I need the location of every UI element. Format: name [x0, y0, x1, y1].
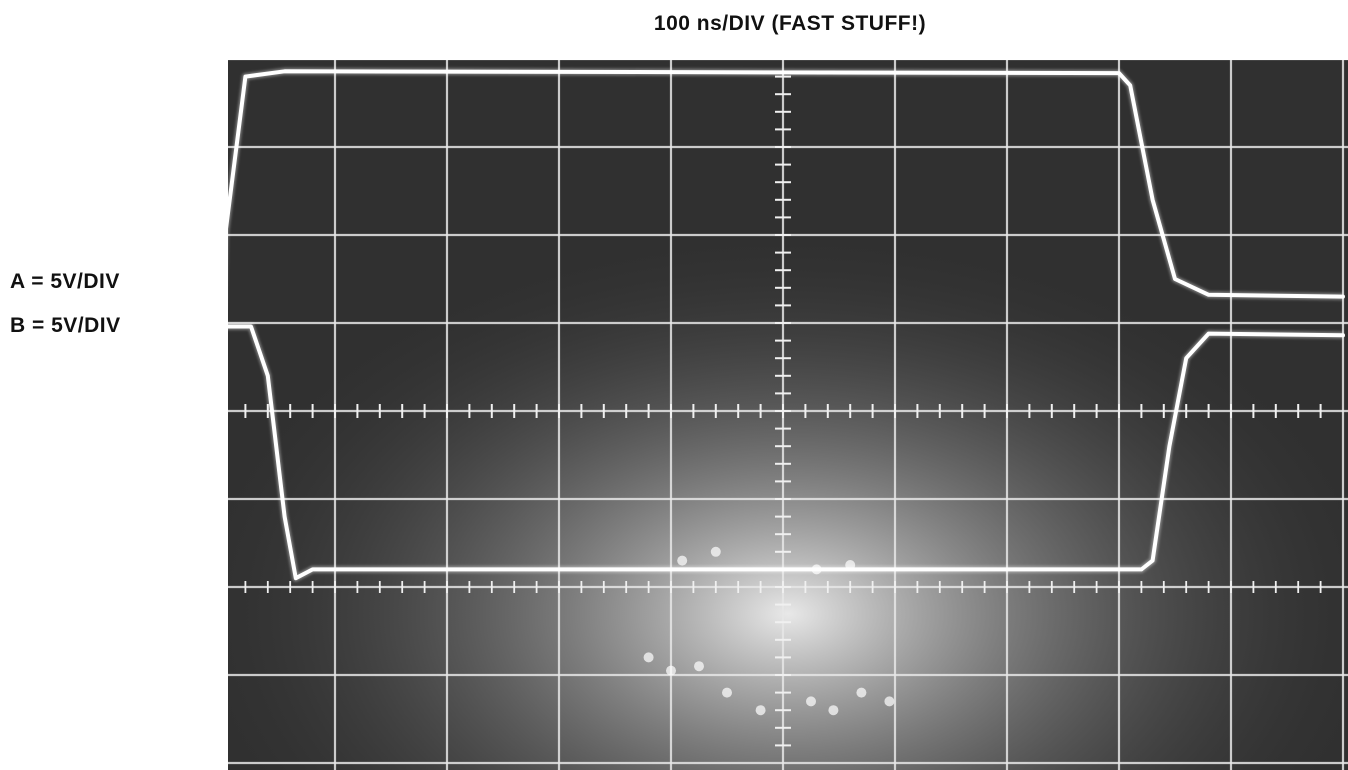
screen-marker-dot — [828, 705, 839, 716]
traces — [228, 67, 1345, 582]
oscilloscope-plot — [228, 60, 1348, 770]
screen-marker-dot — [677, 555, 688, 566]
trace-b — [228, 324, 1345, 581]
screen-glow — [228, 60, 1348, 770]
screen-marker-dot — [755, 705, 766, 716]
screen-marker-dot — [722, 687, 732, 698]
oscilloscope-screen — [228, 60, 1348, 770]
screen-marker-dot — [666, 665, 676, 676]
channel-b-scale-label: B = 5V/DIV — [10, 314, 121, 337]
screen-marker-dot — [884, 696, 895, 707]
screen-marker-dot — [856, 687, 867, 698]
channel-a-scale-label: A = 5V/DIV — [10, 270, 120, 293]
chart-title: 100 ns/DIV (FAST STUFF!) — [653, 12, 927, 35]
screen-marker-dot — [806, 696, 816, 707]
screen-marker-dot — [710, 546, 721, 557]
trace-a — [228, 69, 1345, 299]
screen-marker-dot — [643, 652, 654, 663]
screen-marker-dot — [694, 661, 704, 672]
